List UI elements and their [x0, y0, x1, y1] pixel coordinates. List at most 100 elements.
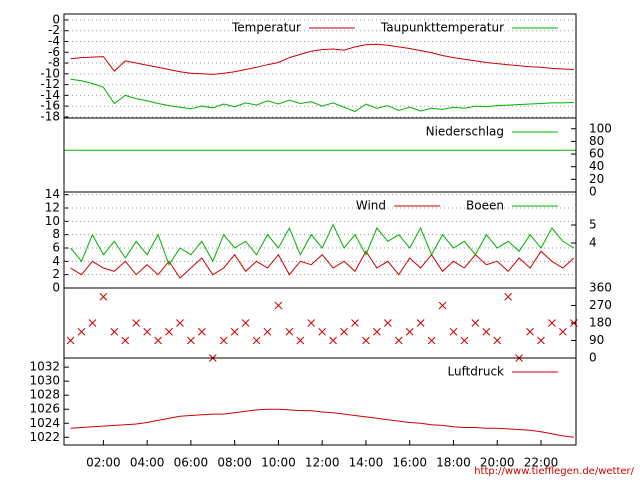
x-tick-label: 08:00 — [217, 456, 252, 470]
point-marker — [526, 327, 534, 336]
y-tick-label: 1028 — [29, 388, 60, 402]
y2-tick-label: 5 — [589, 218, 597, 232]
point-marker — [88, 319, 97, 327]
y2-tick-label: 360 — [589, 281, 612, 295]
y2-tick-label: 80 — [589, 134, 604, 148]
point-marker — [493, 336, 502, 345]
y2-tick-label: 20 — [589, 172, 604, 186]
y-tick-label: -16 — [40, 99, 60, 113]
point-marker — [504, 292, 513, 301]
y-tick-label: -8 — [48, 56, 60, 70]
y-tick-label: -12 — [40, 77, 60, 91]
y-tick-label: 1032 — [29, 360, 60, 374]
point-marker — [351, 319, 359, 327]
point-marker — [77, 327, 86, 336]
point-marker — [318, 327, 327, 336]
point-marker — [405, 327, 414, 336]
y-tick-label: 1030 — [29, 374, 60, 388]
point-marker — [537, 336, 545, 345]
x-tick-label: 22:00 — [524, 456, 559, 470]
y2-tick-label: 180 — [589, 316, 612, 330]
point-marker — [252, 336, 261, 345]
point-marker — [449, 327, 458, 336]
y2-tick-label: 60 — [589, 147, 604, 161]
point-marker — [274, 301, 283, 310]
point-marker — [307, 319, 316, 327]
y-tick-label: -18 — [40, 109, 60, 123]
point-marker — [373, 327, 381, 336]
y2-tick-label: 100 — [589, 121, 612, 135]
y-tick-label: 14 — [45, 187, 60, 201]
point-marker — [285, 327, 294, 336]
y-tick-label: -10 — [40, 66, 60, 80]
point-marker — [110, 327, 119, 336]
y2-tick-label: 90 — [589, 333, 604, 347]
point-marker — [230, 327, 239, 336]
y-tick-label: 0 — [52, 12, 60, 26]
panel-frame — [63, 357, 577, 446]
x-tick-label: 04:00 — [130, 456, 165, 470]
y-tick-label: 10 — [45, 214, 60, 228]
y-tick-label: -4 — [48, 34, 60, 48]
x-tick-label: 14:00 — [349, 456, 384, 470]
y2-tick-label: 0 — [589, 351, 597, 365]
y-tick-label: 6 — [52, 241, 60, 255]
point-marker — [548, 319, 556, 327]
legend-label: Taupunkttemperatur — [380, 21, 504, 35]
y2-tick-label: 4 — [589, 236, 597, 250]
point-marker — [132, 319, 141, 327]
panel-frame — [63, 287, 577, 359]
point-marker — [340, 327, 348, 336]
y-tick-label: 1026 — [29, 402, 60, 416]
point-marker — [416, 319, 425, 327]
point-marker — [121, 336, 130, 345]
point-marker — [394, 336, 403, 345]
point-marker — [187, 336, 195, 345]
series-line — [70, 43, 574, 75]
point-marker — [165, 327, 173, 336]
series-line — [70, 78, 574, 113]
point-marker — [482, 327, 491, 336]
point-marker — [66, 336, 75, 345]
point-marker — [383, 319, 392, 327]
legend-label: Temperatur — [231, 21, 301, 35]
y-tick-label: 0 — [52, 281, 60, 295]
point-marker — [559, 327, 567, 336]
series-line — [70, 408, 574, 438]
point-marker — [296, 336, 305, 345]
x-tick-label: 12:00 — [305, 456, 340, 470]
point-marker — [460, 336, 469, 345]
y2-tick-label: 40 — [589, 159, 604, 173]
point-marker — [176, 319, 184, 327]
legend-label: Boeen — [466, 199, 504, 213]
y-tick-label: -2 — [48, 23, 60, 37]
point-marker — [438, 301, 447, 310]
point-marker — [427, 336, 436, 345]
series-line — [70, 223, 575, 266]
legend-label: Luftdruck — [447, 365, 504, 379]
x-tick-label: 02:00 — [86, 456, 121, 470]
x-tick-label: 20:00 — [480, 456, 515, 470]
x-tick-label: 16:00 — [392, 456, 427, 470]
point-marker — [362, 336, 370, 345]
legend-label: Niederschlag — [426, 125, 504, 139]
x-tick-label: 06:00 — [174, 456, 209, 470]
series-line — [70, 250, 575, 279]
y2-tick-label: 0 — [589, 185, 597, 199]
y-tick-label: -6 — [48, 45, 60, 59]
footer-link: http://www.tiefflegen.de/wetter/ — [474, 466, 634, 477]
point-marker — [241, 319, 250, 327]
y-tick-label: 8 — [52, 227, 60, 241]
point-marker — [197, 327, 206, 336]
point-marker — [471, 319, 480, 327]
legend-label: Wind — [356, 199, 386, 213]
x-tick-label: 18:00 — [436, 456, 471, 470]
point-marker — [154, 336, 162, 345]
y-tick-label: 1024 — [29, 416, 60, 430]
y-tick-label: 12 — [45, 201, 60, 215]
point-marker — [143, 327, 151, 336]
x-tick-label: 10:00 — [261, 456, 296, 470]
y2-tick-label: 270 — [589, 298, 612, 312]
y-tick-label: -14 — [40, 88, 60, 102]
